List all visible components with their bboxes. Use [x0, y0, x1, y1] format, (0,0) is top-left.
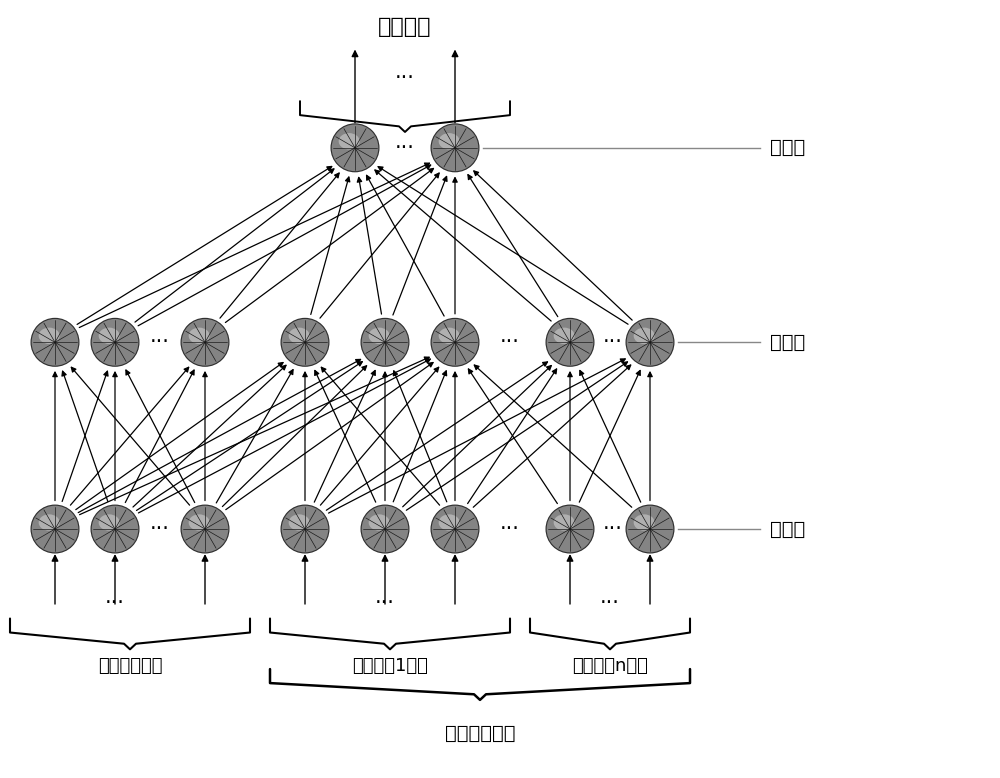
Ellipse shape: [32, 506, 78, 552]
Ellipse shape: [430, 124, 480, 172]
Ellipse shape: [360, 505, 410, 554]
Ellipse shape: [362, 506, 408, 552]
Ellipse shape: [90, 505, 140, 554]
Ellipse shape: [180, 505, 230, 554]
Ellipse shape: [554, 514, 575, 531]
Ellipse shape: [362, 319, 408, 366]
Text: ···: ···: [500, 332, 520, 352]
Ellipse shape: [39, 514, 60, 531]
Text: ···: ···: [500, 519, 520, 539]
Ellipse shape: [634, 514, 655, 531]
Text: ···: ···: [603, 519, 623, 539]
Ellipse shape: [282, 506, 328, 552]
Text: 燃烧器组输入: 燃烧器组输入: [445, 724, 515, 742]
Ellipse shape: [545, 317, 595, 366]
Ellipse shape: [432, 124, 478, 171]
Ellipse shape: [280, 317, 330, 366]
Ellipse shape: [332, 124, 378, 171]
Ellipse shape: [99, 514, 120, 531]
Ellipse shape: [369, 514, 390, 531]
Ellipse shape: [280, 505, 330, 554]
Ellipse shape: [99, 328, 120, 344]
Ellipse shape: [634, 328, 655, 344]
Ellipse shape: [545, 505, 595, 554]
Ellipse shape: [180, 317, 230, 366]
Ellipse shape: [430, 317, 480, 366]
Text: ···: ···: [150, 332, 170, 352]
Ellipse shape: [430, 505, 480, 554]
Ellipse shape: [627, 319, 673, 366]
Ellipse shape: [547, 506, 593, 552]
Text: 模型输出: 模型输出: [378, 17, 432, 37]
Text: ···: ···: [105, 593, 125, 613]
Ellipse shape: [30, 505, 80, 554]
Ellipse shape: [189, 328, 210, 344]
Ellipse shape: [32, 319, 78, 366]
Text: ···: ···: [150, 519, 170, 539]
Text: ···: ···: [395, 138, 415, 158]
Ellipse shape: [439, 514, 460, 531]
Text: 燃烧器组1输入: 燃烧器组1输入: [352, 657, 428, 675]
Text: 隐含层: 隐含层: [770, 333, 805, 352]
Ellipse shape: [547, 319, 593, 366]
Ellipse shape: [439, 133, 460, 149]
Ellipse shape: [282, 319, 328, 366]
Ellipse shape: [432, 319, 478, 366]
Ellipse shape: [360, 317, 410, 366]
Ellipse shape: [339, 133, 360, 149]
Text: ···: ···: [395, 68, 415, 88]
Text: ···: ···: [375, 593, 395, 613]
Ellipse shape: [90, 317, 140, 366]
Ellipse shape: [625, 317, 675, 366]
Ellipse shape: [30, 317, 80, 366]
Text: 燃烧器组n输入: 燃烧器组n输入: [572, 657, 648, 675]
Text: ···: ···: [603, 332, 623, 352]
Ellipse shape: [289, 328, 310, 344]
Ellipse shape: [182, 506, 228, 552]
Ellipse shape: [92, 319, 138, 366]
Text: 输出层: 输出层: [770, 138, 805, 157]
Ellipse shape: [627, 506, 673, 552]
Ellipse shape: [330, 124, 380, 172]
Ellipse shape: [39, 328, 60, 344]
Ellipse shape: [92, 506, 138, 552]
Ellipse shape: [432, 506, 478, 552]
Ellipse shape: [369, 328, 390, 344]
Ellipse shape: [625, 505, 675, 554]
Text: 其它系统输入: 其它系统输入: [98, 657, 162, 675]
Ellipse shape: [289, 514, 310, 531]
Ellipse shape: [189, 514, 210, 531]
Ellipse shape: [439, 328, 460, 344]
Text: ···: ···: [600, 593, 620, 613]
Ellipse shape: [182, 319, 228, 366]
Text: 输入层: 输入层: [770, 520, 805, 538]
Ellipse shape: [554, 328, 575, 344]
